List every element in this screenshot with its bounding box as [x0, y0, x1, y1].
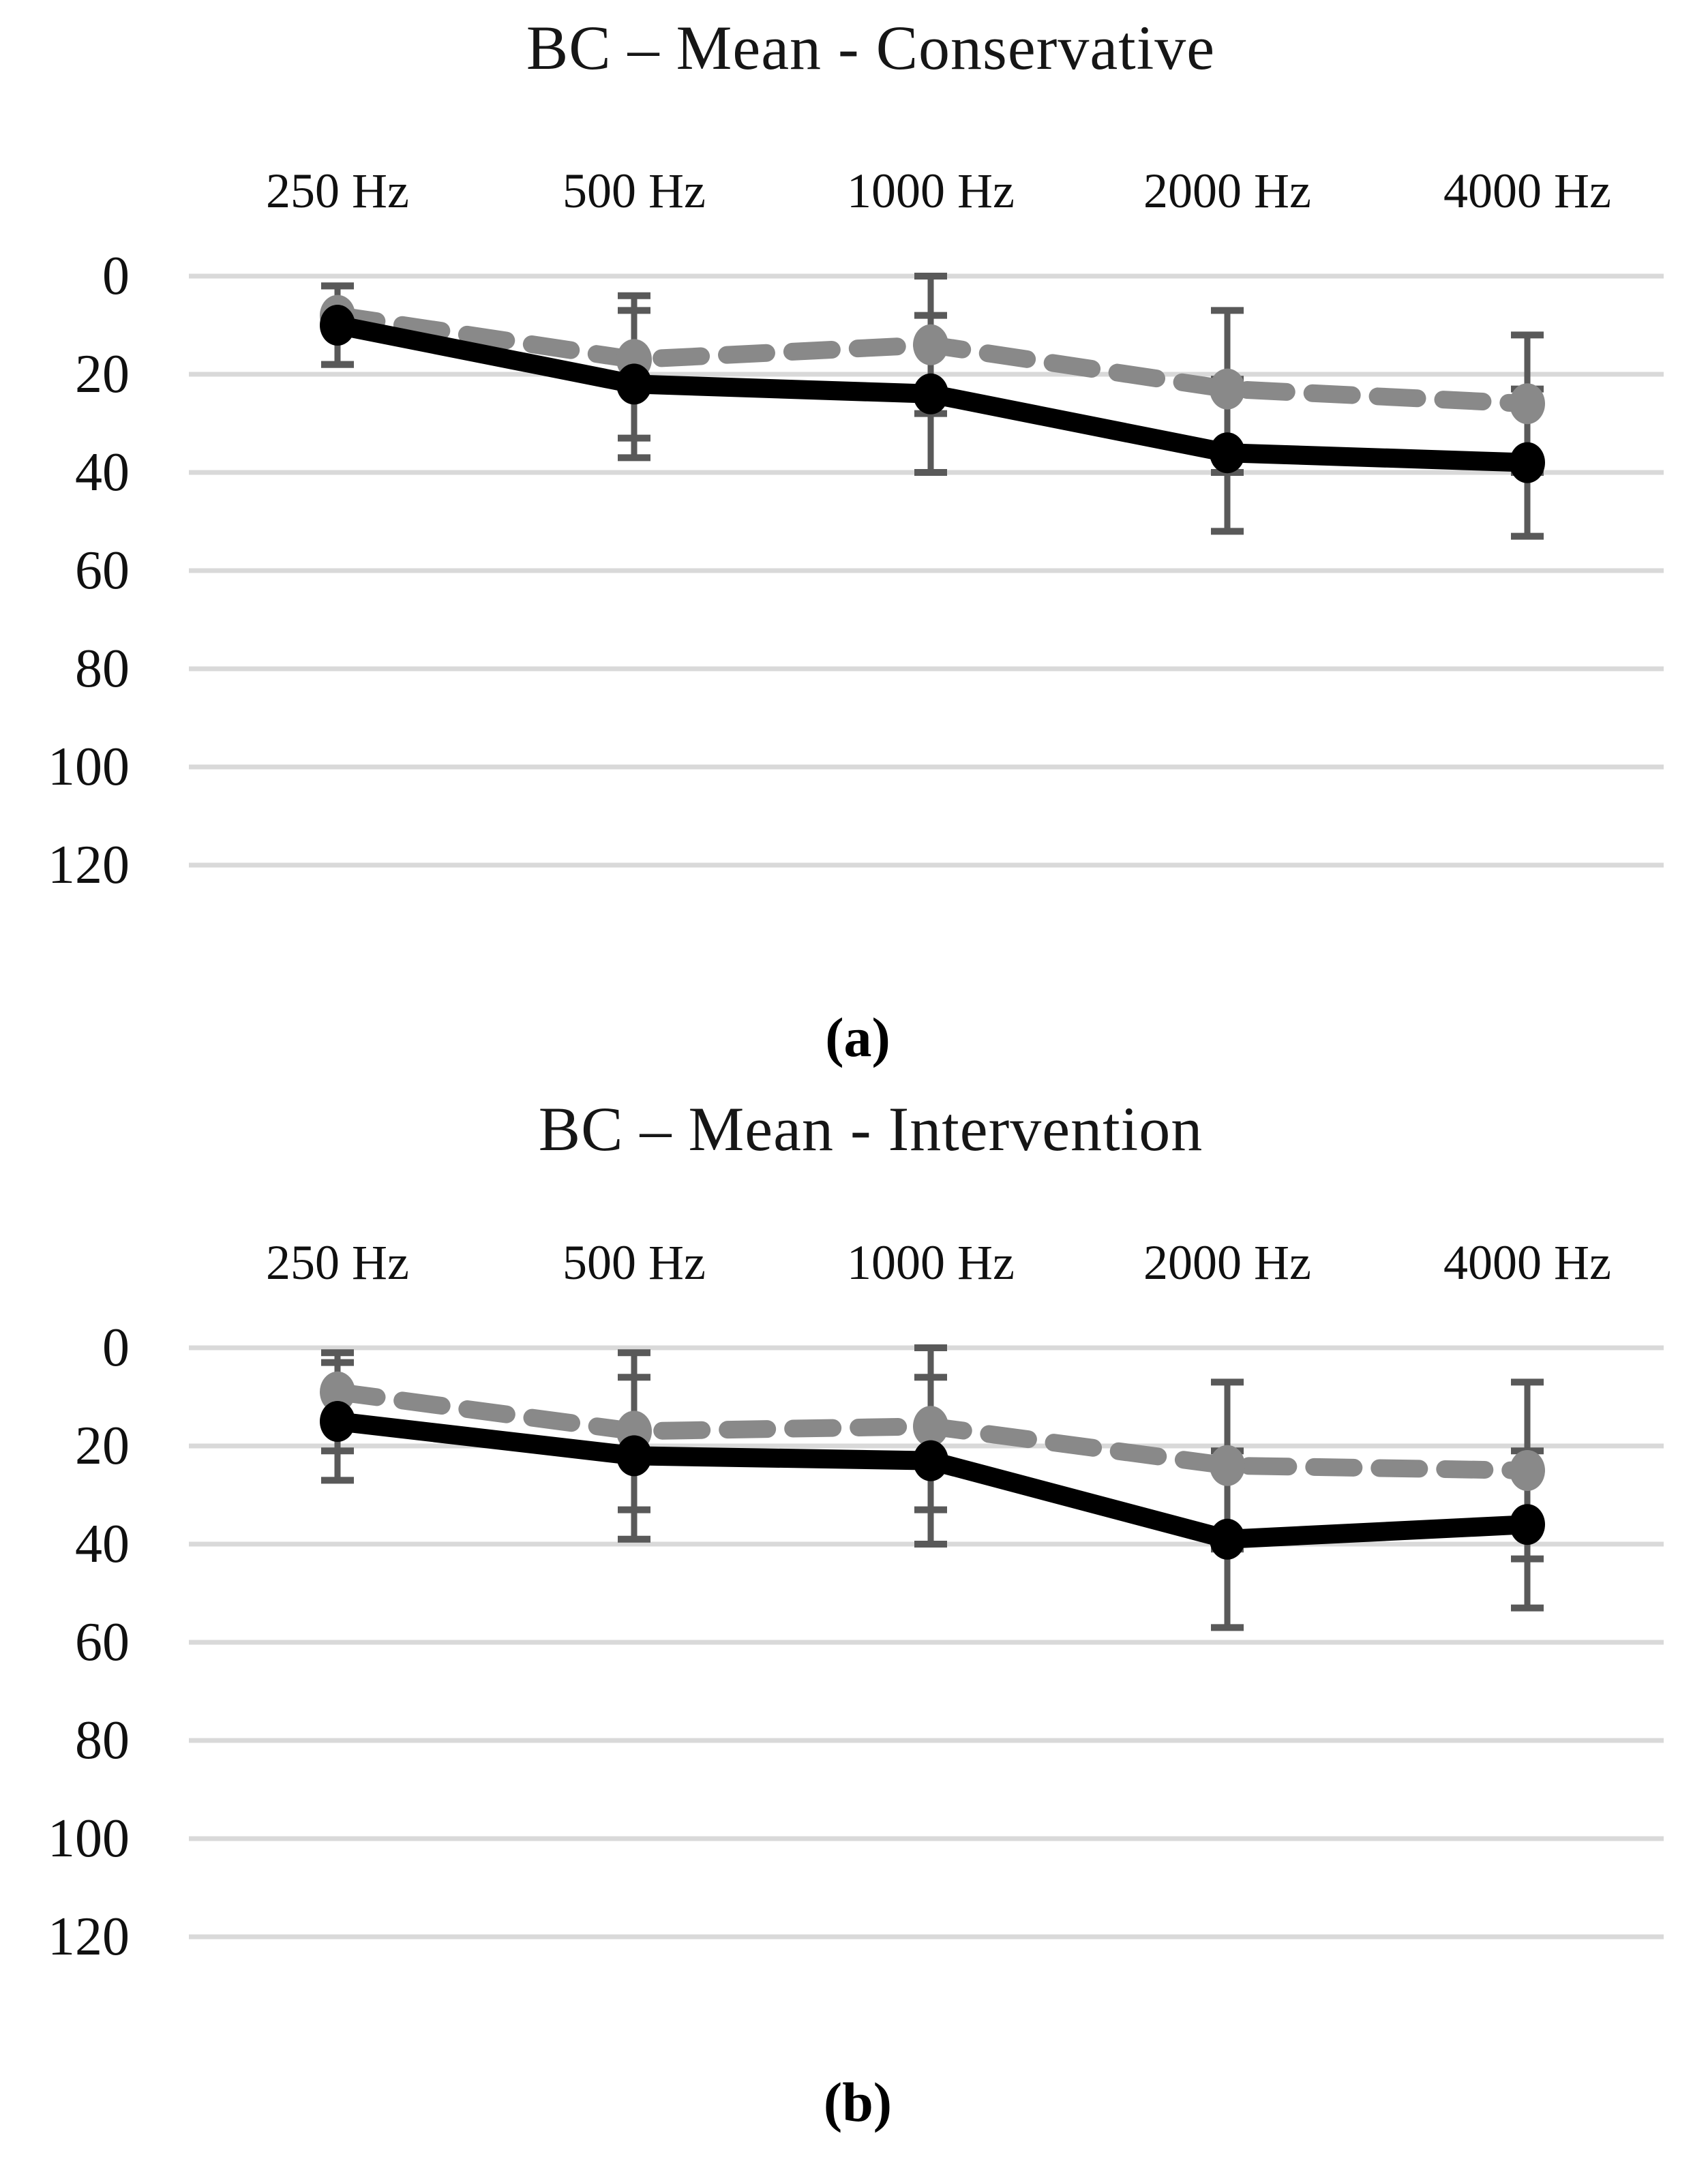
series-solid-black-marker [616, 363, 652, 405]
series-dashed-gray-marker [913, 324, 948, 365]
series-solid-black-marker [1510, 442, 1545, 483]
x-label-1000hz-b: 1000 Hz [847, 1235, 1015, 1290]
y-tick-80-a: 80 [75, 639, 130, 699]
y-tick-20-a: 20 [75, 344, 130, 404]
series-dashed-gray-marker [1510, 1450, 1545, 1491]
series-dashed-gray-marker [1510, 383, 1545, 425]
series-solid-black-marker [320, 1401, 355, 1442]
x-label-4000hz-b: 4000 Hz [1443, 1235, 1611, 1290]
y-tick-40-b: 40 [75, 1514, 130, 1574]
x-label-2000hz-b: 2000 Hz [1143, 1235, 1311, 1290]
y-tick-40-a: 40 [75, 442, 130, 502]
x-label-2000hz-a: 2000 Hz [1143, 164, 1311, 218]
series-dashed-gray-marker [913, 1406, 948, 1447]
subfigure-label-a: (a) [825, 1006, 890, 1068]
y-tick-100-b: 100 [48, 1809, 130, 1869]
y-tick-60-a: 60 [75, 541, 130, 601]
y-tick-20-b: 20 [75, 1416, 130, 1476]
series-solid-black-marker [913, 1440, 948, 1481]
y-tick-100-a: 100 [48, 737, 130, 797]
series-dashed-gray-marker [1210, 368, 1245, 410]
x-label-4000hz-a: 4000 Hz [1443, 164, 1611, 218]
series-solid-black-marker [913, 373, 948, 414]
x-label-250hz-b: 250 Hz [266, 1235, 409, 1290]
y-tick-120-b: 120 [48, 1907, 130, 1967]
chart-b-title: BC – Mean - Intervention [538, 1094, 1203, 1164]
y-tick-0-b: 0 [102, 1318, 130, 1378]
series-solid-black-marker [320, 305, 355, 346]
series-solid-black-marker [616, 1435, 652, 1477]
y-tick-60-b: 60 [75, 1612, 130, 1672]
chart-a-title: BC – Mean - Conservative [526, 13, 1216, 82]
y-tick-80-b: 80 [75, 1710, 130, 1770]
series-solid-black-marker [1210, 432, 1245, 474]
series-dashed-gray-marker [320, 1371, 355, 1413]
x-label-250hz-a: 250 Hz [266, 164, 409, 218]
x-label-1000hz-a: 1000 Hz [847, 164, 1015, 218]
y-tick-0-a: 0 [102, 246, 130, 306]
series-solid-black-marker [1510, 1504, 1545, 1545]
y-tick-120-a: 120 [48, 835, 130, 895]
subfigure-label-b: (b) [823, 2071, 893, 2133]
x-label-500hz-b: 500 Hz [563, 1235, 706, 1290]
x-label-500hz-a: 500 Hz [563, 164, 706, 218]
series-solid-black-marker [1210, 1518, 1245, 1560]
series-dashed-gray-marker [1210, 1445, 1245, 1486]
